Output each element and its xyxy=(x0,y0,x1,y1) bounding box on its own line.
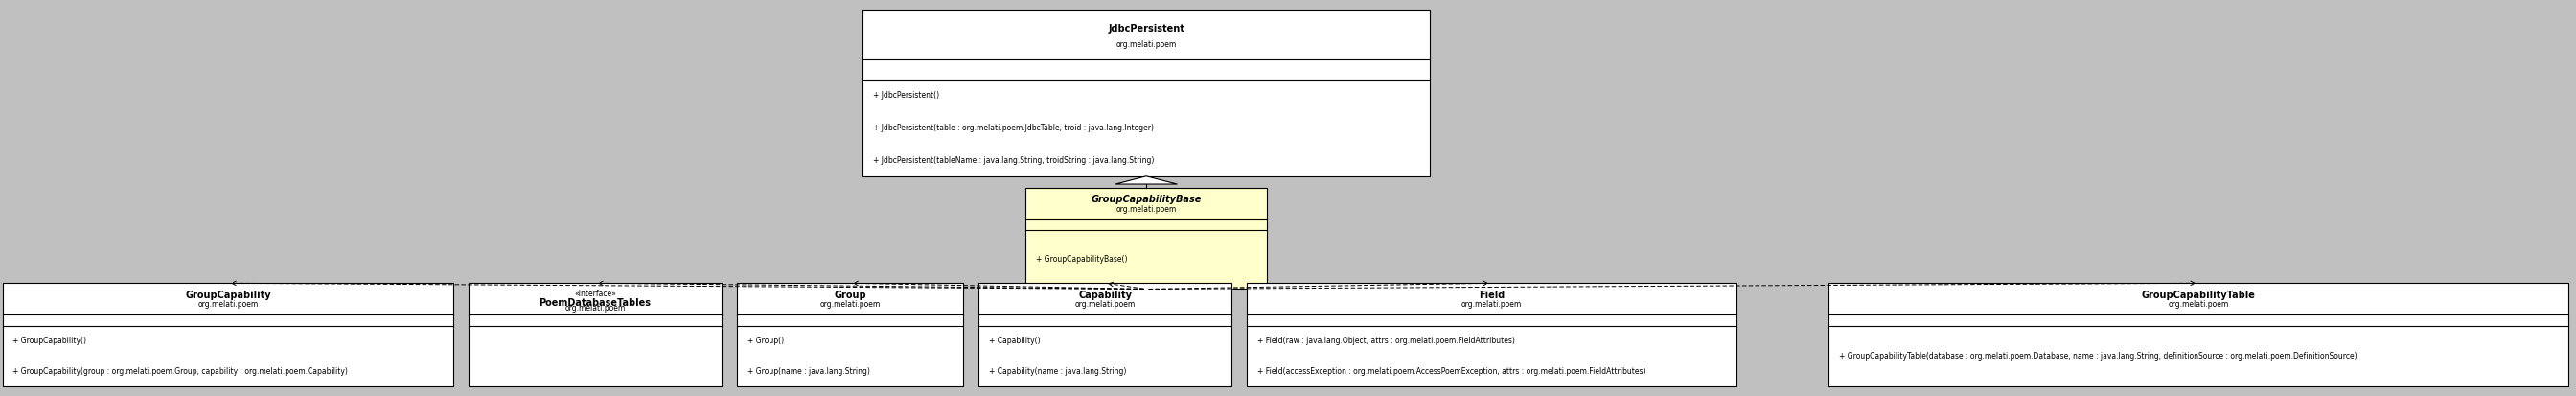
Bar xyxy=(469,283,721,386)
Text: Capability: Capability xyxy=(1079,290,1131,300)
Text: org.melati.poem: org.melati.poem xyxy=(2169,301,2228,309)
Text: + JdbcPersistent(table : org.melati.poem.JdbcTable, troid : java.lang.Integer): + JdbcPersistent(table : org.melati.poem… xyxy=(873,124,1154,132)
Text: Group: Group xyxy=(835,290,866,300)
Text: + Group(name : java.lang.String): + Group(name : java.lang.String) xyxy=(747,367,871,375)
Bar xyxy=(3,283,453,386)
Polygon shape xyxy=(1115,176,1177,184)
Text: org.melati.poem: org.melati.poem xyxy=(198,301,258,309)
Text: + Field(raw : java.lang.Object, attrs : org.melati.poem.FieldAttributes): + Field(raw : java.lang.Object, attrs : … xyxy=(1257,337,1515,346)
Text: GroupCapabilityTable: GroupCapabilityTable xyxy=(2141,290,2257,300)
Text: + GroupCapabilityBase(): + GroupCapabilityBase() xyxy=(1036,255,1128,264)
Text: org.melati.poem: org.melati.poem xyxy=(819,301,881,309)
Text: Field: Field xyxy=(1479,290,1504,300)
Bar xyxy=(863,10,1430,176)
Text: + Field(accessException : org.melati.poem.AccessPoemException, attrs : org.melat: + Field(accessException : org.melati.poe… xyxy=(1257,367,1646,375)
Text: org.melati.poem: org.melati.poem xyxy=(1461,301,1522,309)
Text: + Capability(): + Capability() xyxy=(989,337,1041,346)
Text: org.melati.poem: org.melati.poem xyxy=(1115,40,1177,49)
Bar xyxy=(1247,283,1736,386)
Text: + GroupCapability(): + GroupCapability() xyxy=(13,337,88,346)
Text: GroupCapability: GroupCapability xyxy=(185,290,270,300)
Text: + JdbcPersistent(tableName : java.lang.String, troidString : java.lang.String): + JdbcPersistent(tableName : java.lang.S… xyxy=(873,156,1154,164)
Text: JdbcPersistent: JdbcPersistent xyxy=(1108,24,1185,34)
Text: org.melati.poem: org.melati.poem xyxy=(564,304,626,312)
Text: PoemDatabaseTables: PoemDatabaseTables xyxy=(538,298,652,308)
Text: + Capability(name : java.lang.String): + Capability(name : java.lang.String) xyxy=(989,367,1126,375)
Text: org.melati.poem: org.melati.poem xyxy=(1115,205,1177,213)
Text: + GroupCapability(group : org.melati.poem.Group, capability : org.melati.poem.Ca: + GroupCapability(group : org.melati.poe… xyxy=(13,367,348,375)
Bar xyxy=(737,283,963,386)
Text: org.melati.poem: org.melati.poem xyxy=(1074,301,1136,309)
Bar xyxy=(1025,188,1267,289)
Text: GroupCapabilityBase: GroupCapabilityBase xyxy=(1092,195,1200,204)
Text: + JdbcPersistent(): + JdbcPersistent() xyxy=(873,91,940,100)
Text: «interface»: «interface» xyxy=(574,290,616,299)
Text: + GroupCapabilityTable(database : org.melati.poem.Database, name : java.lang.Str: + GroupCapabilityTable(database : org.me… xyxy=(1839,352,2357,360)
Bar xyxy=(979,283,1231,386)
Bar xyxy=(1829,283,2568,386)
Text: + Group(): + Group() xyxy=(747,337,783,346)
